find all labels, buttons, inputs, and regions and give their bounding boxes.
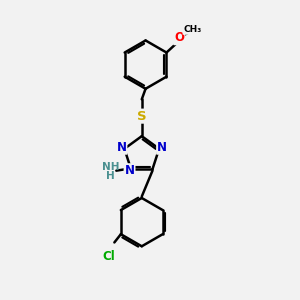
Text: O: O — [174, 31, 184, 44]
Text: H: H — [106, 171, 115, 181]
Text: NH: NH — [102, 162, 119, 172]
Text: N: N — [124, 164, 135, 177]
Text: Cl: Cl — [102, 250, 115, 262]
Text: N: N — [116, 141, 126, 154]
Text: N: N — [157, 141, 167, 154]
Text: CH₃: CH₃ — [183, 25, 202, 34]
Text: S: S — [137, 110, 147, 123]
